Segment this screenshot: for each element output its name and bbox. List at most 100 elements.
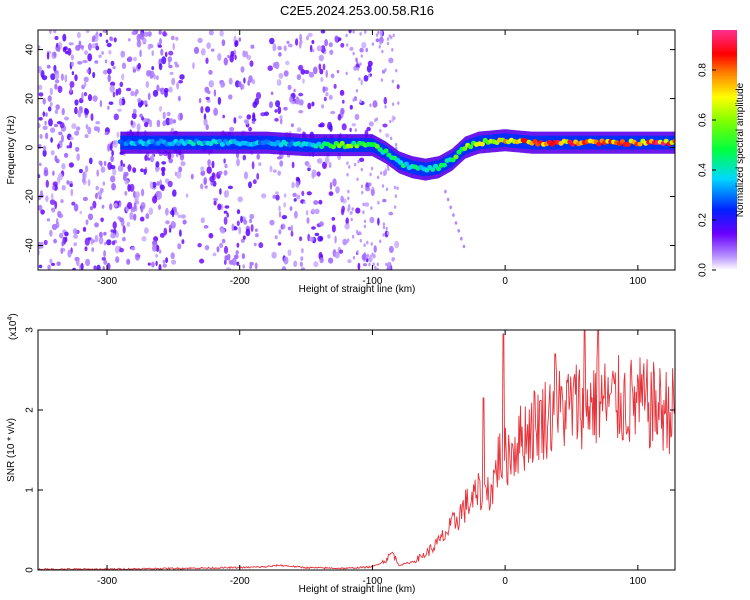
noise-point: [229, 54, 234, 63]
noise-point: [208, 232, 214, 239]
trail-point: [446, 197, 450, 202]
noise-point: [165, 257, 169, 264]
noise-point: [366, 240, 369, 245]
noise-point: [44, 120, 47, 126]
noise-point: [38, 264, 43, 269]
signal-point: [216, 138, 223, 144]
noise-point: [38, 92, 44, 97]
noise-point: [74, 99, 79, 106]
noise-point: [94, 222, 99, 228]
y-tick-label: 1: [25, 487, 36, 493]
noise-point: [127, 164, 132, 172]
noise-point: [99, 99, 103, 108]
noise-point: [213, 200, 217, 206]
noise-point: [368, 182, 372, 187]
noise-point: [392, 257, 395, 261]
signal-point: [339, 140, 345, 146]
noise-point: [84, 134, 89, 139]
noise-point: [134, 91, 137, 97]
noise-point: [46, 64, 51, 69]
noise-point: [280, 224, 283, 230]
noise-point: [352, 30, 355, 34]
noise-point: [213, 89, 217, 97]
noise-point: [165, 207, 169, 216]
noise-point: [127, 202, 133, 210]
noise-point: [147, 262, 151, 266]
colorbar-tick-label: 0.4: [698, 163, 709, 177]
noise-point: [219, 188, 222, 195]
noise-point: [111, 150, 114, 157]
noise-point: [358, 231, 361, 235]
noise-point: [62, 33, 67, 42]
noise-point: [360, 184, 364, 189]
noise-point: [223, 170, 228, 176]
noise-point: [151, 261, 155, 268]
noise-point: [48, 118, 53, 127]
noise-point: [340, 195, 344, 203]
noise-point: [317, 158, 321, 164]
noise-point: [306, 191, 312, 196]
noise-point: [53, 51, 56, 58]
noise-point: [87, 213, 94, 221]
noise-point: [113, 202, 118, 208]
noise-point: [151, 181, 157, 188]
noise-point: [81, 177, 86, 183]
noise-point: [256, 172, 260, 180]
noise-point: [46, 218, 51, 222]
noise-point: [124, 179, 130, 185]
noise-point: [279, 118, 283, 125]
noise-point: [254, 98, 260, 106]
noise-point: [346, 43, 349, 47]
noise-point: [316, 45, 322, 52]
x-tick-label: 100: [629, 576, 646, 587]
noise-point: [172, 119, 177, 124]
noise-point: [342, 99, 345, 104]
noise-point: [74, 106, 78, 115]
noise-point: [238, 37, 242, 42]
noise-point: [174, 64, 180, 68]
noise-point: [178, 95, 181, 102]
noise-point: [200, 106, 204, 114]
signal-band: [117, 129, 675, 249]
signal-point: [479, 141, 485, 147]
noise-point: [53, 238, 57, 244]
noise-point: [382, 225, 386, 230]
noise-point: [291, 181, 295, 189]
noise-point: [128, 38, 131, 42]
noise-point: [67, 249, 72, 258]
signal-point: [330, 144, 336, 150]
noise-point: [357, 159, 360, 164]
noise-point: [64, 74, 68, 83]
noise-point: [389, 136, 393, 141]
noise-point: [361, 42, 367, 49]
noise-point: [356, 177, 359, 182]
noise-point: [382, 222, 386, 226]
noise-point: [328, 257, 334, 264]
noise-point: [56, 176, 61, 184]
trail-point: [462, 244, 466, 249]
noise-point: [144, 227, 149, 234]
noise-point: [168, 50, 174, 56]
noise-point: [240, 83, 245, 90]
noise-point: [324, 156, 330, 164]
signal-point: [374, 144, 380, 149]
noise-point: [355, 57, 358, 63]
noise-point: [320, 45, 326, 54]
noise-point: [325, 69, 329, 78]
noise-point: [125, 87, 132, 92]
noise-point: [325, 92, 329, 97]
noise-point: [366, 64, 372, 73]
noise-point: [84, 50, 88, 55]
noise-point: [70, 188, 74, 197]
signal-point: [435, 166, 442, 172]
noise-point: [204, 185, 208, 189]
noise-point: [330, 110, 336, 115]
noise-point: [74, 74, 78, 82]
noise-point: [203, 118, 208, 127]
noise-point: [351, 123, 356, 127]
noise-point: [217, 96, 222, 105]
noise-point: [320, 77, 324, 82]
noise-point: [76, 31, 81, 39]
noise-point: [162, 120, 167, 127]
noise-point: [341, 123, 347, 131]
